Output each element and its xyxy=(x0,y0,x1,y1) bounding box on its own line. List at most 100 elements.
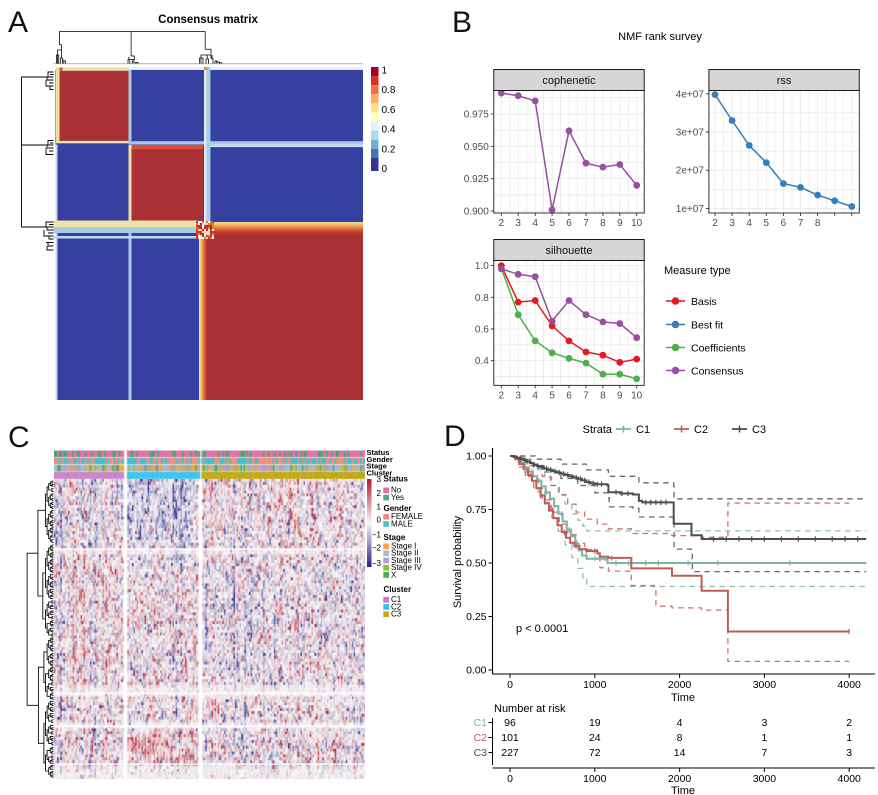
svg-text:4: 4 xyxy=(746,218,752,229)
svg-text:3: 3 xyxy=(729,218,735,229)
svg-text:Yes: Yes xyxy=(391,493,404,502)
svg-text:2: 2 xyxy=(499,218,505,229)
svg-text:Cluster: Cluster xyxy=(384,585,412,594)
svg-text:0: 0 xyxy=(377,515,382,524)
svg-text:3e+07: 3e+07 xyxy=(676,128,705,139)
svg-text:1000: 1000 xyxy=(583,773,607,785)
svg-text:4: 4 xyxy=(677,717,683,729)
svg-text:−1: −1 xyxy=(372,530,382,539)
svg-text:0.4: 0.4 xyxy=(382,125,396,136)
svg-text:Gender: Gender xyxy=(367,455,393,464)
svg-text:4: 4 xyxy=(532,390,538,401)
svg-text:−3: −3 xyxy=(372,559,382,568)
svg-text:C2: C2 xyxy=(694,424,708,436)
svg-text:0.2: 0.2 xyxy=(382,144,396,155)
svg-text:7: 7 xyxy=(798,218,804,229)
svg-text:Stage: Stage xyxy=(367,462,387,471)
svg-text:2: 2 xyxy=(712,218,718,229)
svg-text:227: 227 xyxy=(501,747,519,759)
svg-text:Time: Time xyxy=(671,692,695,704)
svg-text:0.900: 0.900 xyxy=(464,207,489,218)
svg-text:0.950: 0.950 xyxy=(464,142,489,153)
svg-text:1e+07: 1e+07 xyxy=(676,204,705,215)
svg-text:Status: Status xyxy=(384,475,409,484)
svg-text:C1: C1 xyxy=(636,424,650,436)
svg-text:Stage II: Stage II xyxy=(391,549,419,558)
svg-text:3: 3 xyxy=(515,218,521,229)
svg-text:Cluster: Cluster xyxy=(367,469,393,478)
svg-text:Stage III: Stage III xyxy=(391,556,421,565)
svg-text:cophenetic: cophenetic xyxy=(542,75,596,87)
svg-text:0: 0 xyxy=(507,679,513,691)
svg-text:C3: C3 xyxy=(752,424,766,436)
svg-text:5: 5 xyxy=(549,390,555,401)
svg-text:6: 6 xyxy=(781,218,787,229)
svg-text:4: 4 xyxy=(532,218,538,229)
svg-text:FEMALE: FEMALE xyxy=(391,512,423,521)
svg-text:C: C xyxy=(8,421,30,454)
svg-text:Survival probability: Survival probability xyxy=(452,515,464,608)
svg-text:C1: C1 xyxy=(391,595,402,604)
svg-text:Basis: Basis xyxy=(691,296,717,308)
svg-text:Strata: Strata xyxy=(583,424,613,436)
svg-text:1: 1 xyxy=(382,66,388,77)
svg-text:0.50: 0.50 xyxy=(466,558,487,570)
svg-text:3000: 3000 xyxy=(753,773,777,785)
svg-text:8: 8 xyxy=(677,732,683,744)
svg-text:0.4: 0.4 xyxy=(475,356,489,367)
svg-text:2e+07: 2e+07 xyxy=(676,166,705,177)
svg-text:D: D xyxy=(444,420,466,453)
svg-text:2000: 2000 xyxy=(668,773,692,785)
svg-text:−2: −2 xyxy=(372,543,382,552)
svg-text:C3: C3 xyxy=(474,747,488,759)
svg-text:19: 19 xyxy=(589,717,601,729)
svg-text:Gender: Gender xyxy=(384,504,412,513)
svg-text:Best fit: Best fit xyxy=(691,319,723,331)
svg-text:7: 7 xyxy=(583,218,589,229)
svg-text:10: 10 xyxy=(631,390,643,401)
svg-text:0.25: 0.25 xyxy=(466,611,487,623)
svg-text:silhouette: silhouette xyxy=(545,245,592,257)
svg-text:0.975: 0.975 xyxy=(464,109,489,120)
svg-text:2: 2 xyxy=(846,717,852,729)
svg-text:1: 1 xyxy=(846,732,852,744)
svg-text:Stage: Stage xyxy=(384,533,406,542)
svg-text:2: 2 xyxy=(377,489,382,498)
svg-text:C1: C1 xyxy=(474,717,488,729)
svg-text:Time: Time xyxy=(671,785,695,795)
svg-text:5: 5 xyxy=(764,218,770,229)
svg-text:1: 1 xyxy=(761,732,767,744)
svg-text:Stage IV: Stage IV xyxy=(391,563,422,572)
svg-text:4000: 4000 xyxy=(838,773,862,785)
svg-text:3: 3 xyxy=(515,390,521,401)
svg-text:7: 7 xyxy=(583,390,589,401)
svg-text:0.6: 0.6 xyxy=(475,325,489,336)
svg-text:rss: rss xyxy=(777,75,792,87)
svg-text:96: 96 xyxy=(504,717,516,729)
svg-text:Consensus: Consensus xyxy=(691,365,744,377)
svg-text:0.8: 0.8 xyxy=(475,293,489,304)
svg-text:0: 0 xyxy=(382,164,388,175)
svg-text:Consensus matrix: Consensus matrix xyxy=(158,14,258,26)
svg-text:2000: 2000 xyxy=(668,679,692,691)
svg-text:1000: 1000 xyxy=(583,679,607,691)
svg-text:8: 8 xyxy=(600,218,606,229)
svg-text:NMF rank survey: NMF rank survey xyxy=(618,31,702,43)
svg-text:3000: 3000 xyxy=(753,679,777,691)
svg-text:72: 72 xyxy=(589,747,601,759)
svg-text:24: 24 xyxy=(589,732,601,744)
svg-text:MALE: MALE xyxy=(391,519,413,528)
svg-text:3: 3 xyxy=(377,475,382,484)
svg-text:0.00: 0.00 xyxy=(466,665,487,677)
svg-text:X: X xyxy=(391,570,397,579)
svg-text:B: B xyxy=(452,6,472,39)
svg-text:9: 9 xyxy=(617,218,623,229)
svg-text:C2: C2 xyxy=(391,602,402,611)
svg-text:6: 6 xyxy=(566,218,572,229)
svg-text:0.75: 0.75 xyxy=(466,504,487,516)
svg-text:101: 101 xyxy=(501,732,519,744)
svg-text:8: 8 xyxy=(600,390,606,401)
svg-text:0.6: 0.6 xyxy=(382,105,396,116)
svg-text:2: 2 xyxy=(499,390,505,401)
svg-text:1.0: 1.0 xyxy=(475,261,489,272)
